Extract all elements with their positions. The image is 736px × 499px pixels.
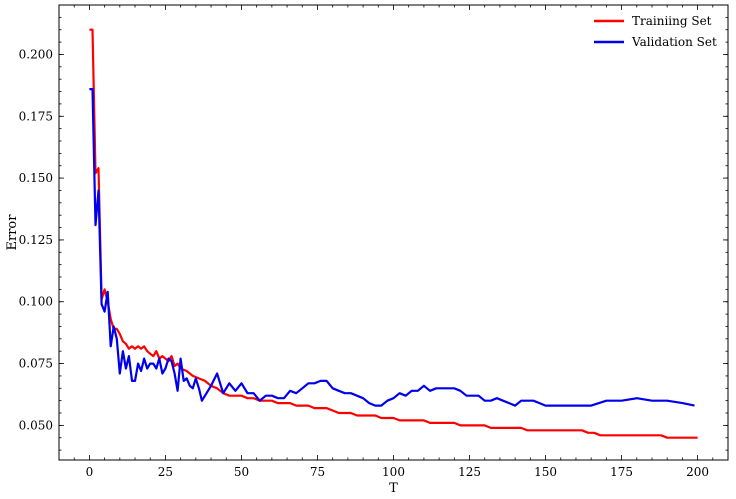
- y-tick-label: 0.075: [19, 357, 53, 371]
- y-tick-label: 0.125: [19, 233, 53, 247]
- y-tick-label: 0.100: [19, 295, 53, 309]
- y-tick-label: 0.150: [19, 171, 53, 185]
- series-line-validation: [89, 87, 695, 407]
- plot-area: [58, 4, 729, 461]
- legend: Trainiing Set Validation Set: [594, 14, 717, 49]
- x-tick-label: 125: [458, 465, 481, 479]
- y-axis: 0.050 0.075 0.100 0.125 0.150 0.175 0.200: [19, 4, 728, 451]
- series-layer: [89, 28, 698, 439]
- series-line-training: [89, 28, 698, 439]
- y-tick-label: 0.175: [19, 109, 53, 123]
- x-axis: 0 25 50 75 100 125 150 175 200: [58, 5, 729, 479]
- y-tick-label: 0.050: [19, 418, 53, 432]
- x-tick-label: 75: [310, 465, 325, 479]
- y-axis-label: Error: [5, 214, 20, 251]
- x-tick-label: 100: [382, 465, 405, 479]
- legend-label: Validation Set: [631, 35, 717, 49]
- x-tick-label: 150: [534, 465, 557, 479]
- legend-label: Trainiing Set: [632, 14, 712, 28]
- x-tick-label: 0: [86, 465, 94, 479]
- x-axis-label: T: [389, 481, 398, 496]
- x-tick-label: 175: [610, 465, 633, 479]
- plot-frame: [58, 4, 729, 461]
- x-tick-label: 25: [158, 465, 173, 479]
- y-tick-label: 0.200: [19, 47, 53, 61]
- x-tick-label: 200: [686, 465, 709, 479]
- x-tick-label: 50: [234, 465, 249, 479]
